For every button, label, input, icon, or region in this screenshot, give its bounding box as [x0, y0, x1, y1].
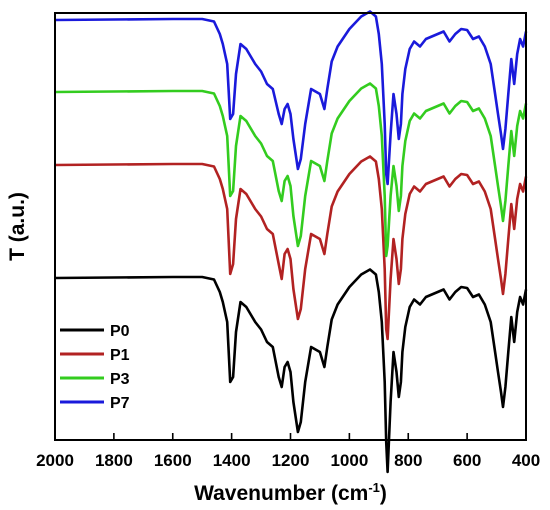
x-tick-label-1200: 1200 — [272, 451, 310, 470]
legend-label-p0: P0 — [110, 323, 130, 340]
x-tick-label-1000: 1000 — [330, 451, 368, 470]
series-line-p7 — [54, 10, 528, 186]
series-layer — [54, 10, 528, 474]
x-tick-label-400: 400 — [512, 451, 540, 470]
x-axis-title: Wavenumber (cm-1) — [194, 480, 387, 505]
x-tick-label-800: 800 — [394, 451, 422, 470]
x-axis-title-sup: -1 — [368, 480, 380, 495]
x-tick-label-2000: 2000 — [36, 451, 74, 470]
x-axis-title-main: Wavenumber (cm — [194, 482, 368, 505]
x-tick-layer: 2000 1800 1600 1400 1200 1000 800 600 400 — [36, 433, 540, 470]
legend-label-p7: P7 — [110, 395, 130, 412]
legend: P0 P1 P3 P7 — [60, 323, 130, 412]
series-line-p3 — [54, 82, 528, 258]
x-tick-label-1600: 1600 — [154, 451, 192, 470]
legend-label-p3: P3 — [110, 371, 130, 388]
series-line-p1 — [54, 155, 528, 341]
legend-label-p1: P1 — [110, 347, 130, 364]
series-line-p0 — [54, 268, 528, 474]
x-tick-label-600: 600 — [453, 451, 481, 470]
y-axis-title: T (a.u.) — [6, 192, 29, 261]
x-axis-title-close: ) — [380, 482, 387, 505]
x-tick-label-1800: 1800 — [95, 451, 133, 470]
plot-frame — [54, 12, 527, 441]
x-tick-label-1400: 1400 — [213, 451, 251, 470]
